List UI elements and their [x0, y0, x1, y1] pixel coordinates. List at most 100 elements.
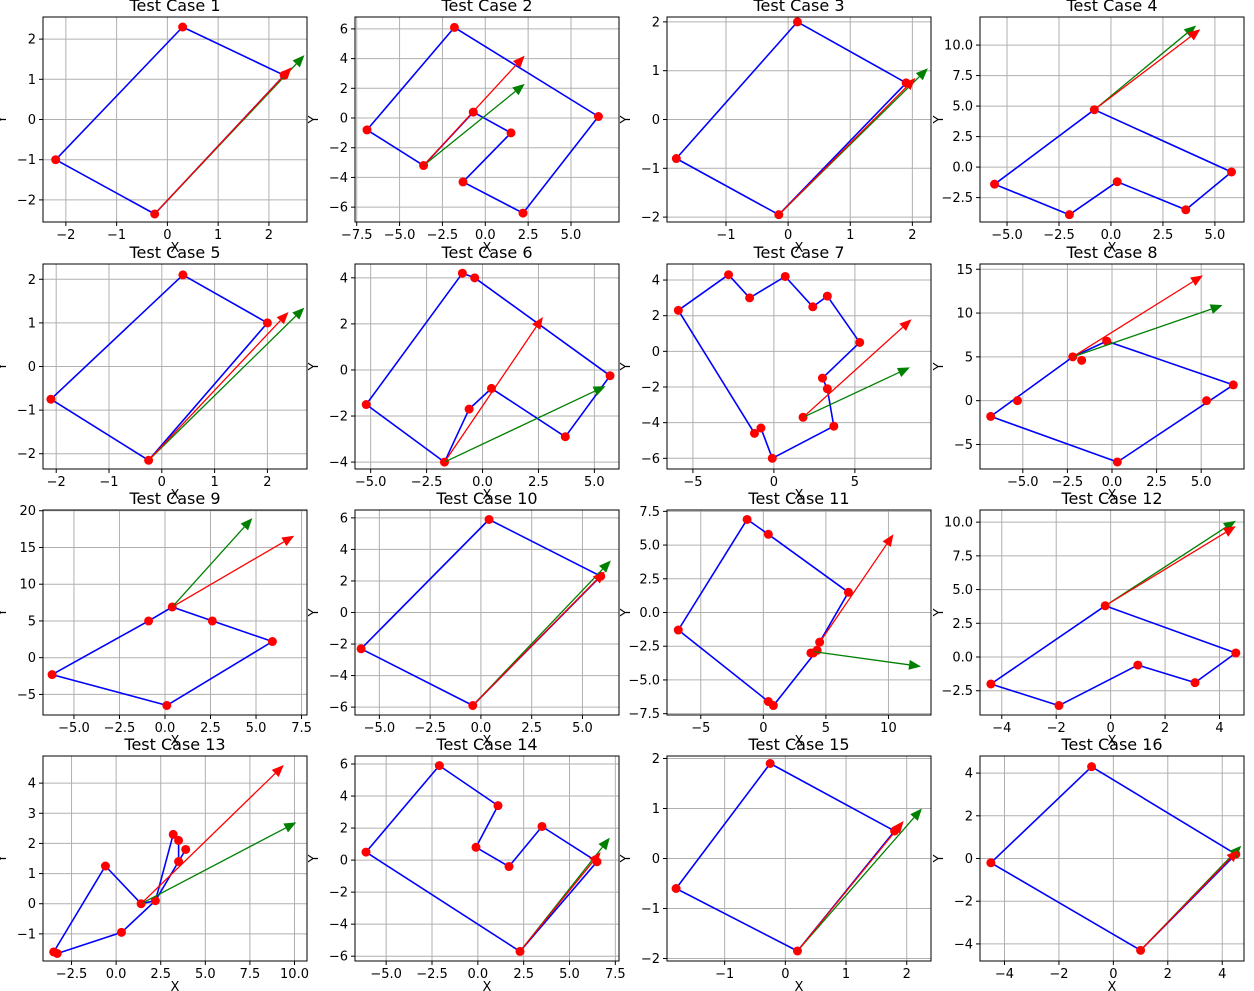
vertex-point	[1077, 355, 1087, 365]
subplot-title: Test Case 9	[128, 489, 220, 508]
y-tick-label: 0.0	[639, 606, 660, 621]
x-tick-label: 2	[1161, 721, 1169, 736]
subplot-4: −5.0 −2.5 0.0 2.5 5.0 −2.5 0.0 2.5 5.0 7.5 10.0 Tes…	[932, 0, 1245, 256]
y-tick-label: −6	[641, 452, 660, 467]
arrow-head	[892, 821, 904, 834]
x-tick-label: −2	[56, 228, 75, 243]
vertex-point	[792, 17, 802, 27]
y-axis-label: Y	[0, 854, 10, 863]
vertex-point	[1190, 678, 1200, 688]
y-tick-label: 2	[28, 837, 36, 852]
vertex-point	[506, 128, 516, 138]
y-tick-label: 2	[652, 752, 660, 767]
x-tick-label: −2	[47, 475, 66, 490]
vertex-point	[178, 22, 188, 32]
y-axis-label: Y	[932, 608, 947, 617]
x-tick-label: −2.5	[56, 967, 88, 982]
arrow-head	[1183, 25, 1197, 38]
x-tick-label: −4	[992, 721, 1011, 736]
vertex-point	[262, 318, 272, 328]
vertex-point	[822, 291, 832, 301]
red-arrow	[140, 765, 284, 905]
vertex-point	[356, 644, 366, 654]
vertex-point	[174, 857, 184, 867]
x-tick-label: −5.0	[384, 228, 416, 243]
red-arrow	[154, 67, 292, 215]
arrow-shaft	[171, 526, 245, 608]
y-tick-label: 0	[652, 345, 660, 360]
x-tick-label: 2.5	[518, 228, 539, 243]
y-axis-label: Y	[932, 854, 947, 863]
y-tick-label: −2	[641, 381, 660, 396]
y-tick-label: 5.0	[952, 583, 973, 598]
x-axis-label: X	[1108, 241, 1117, 256]
x-tick-label: 5.0	[1205, 228, 1226, 243]
red-arrow	[796, 821, 904, 952]
vertex-point	[362, 125, 372, 135]
subplot-2: −7.5 −5.0 −2.5 0.0 2.5 5.0 −6 −4 −2 0 2 4 6 Test Case…	[307, 0, 620, 256]
vertex-point	[168, 829, 178, 839]
green-arrow	[171, 518, 253, 608]
x-tick-label: −7.5	[341, 228, 373, 243]
polygon-path	[55, 26, 286, 215]
arrow-head	[592, 571, 605, 584]
vertex-point	[449, 22, 459, 32]
x-tick-label: 1	[842, 967, 850, 982]
vertex-point	[843, 587, 853, 597]
x-tick-label: −1	[99, 475, 118, 490]
vertex-point	[361, 400, 371, 410]
arrow-shaft	[140, 772, 276, 905]
arrow-shaft	[802, 371, 900, 418]
vertex-point	[822, 384, 832, 394]
arrow-head	[903, 78, 916, 91]
subplot-title: Test Case 7	[752, 243, 844, 262]
arrow-head	[1223, 520, 1236, 532]
subplot-9: −5.0 −2.5 0.0 2.5 5.0 7.5 −5 0 5 10 15 20 Test Case …	[0, 489, 312, 749]
x-tick-label: 2.5	[200, 721, 221, 736]
x-tick-label: −1	[107, 228, 126, 243]
vertex-point	[1228, 380, 1238, 390]
subplot-title: Test Case 6	[440, 243, 532, 262]
arrow-shaft	[423, 64, 518, 166]
y-tick-label: 0	[652, 852, 660, 867]
arrow-shaft	[802, 326, 904, 418]
arrow-head	[281, 535, 295, 547]
arrow-shaft	[1104, 526, 1227, 607]
x-tick-label: −5.0	[355, 475, 387, 490]
axes-frame	[42, 16, 308, 223]
x-tick-label: 7.5	[240, 967, 261, 982]
green-arrow	[423, 83, 525, 167]
y-tick-label: 4	[340, 271, 348, 286]
x-tick-label: 2	[263, 475, 271, 490]
y-tick-label: −2	[954, 895, 973, 910]
vertex-point	[504, 862, 514, 872]
vertex-point	[605, 371, 615, 381]
y-tick-label: 2	[28, 33, 36, 48]
y-tick-label: 4	[28, 777, 36, 792]
vertex-point	[986, 411, 996, 421]
arrow-shaft	[154, 75, 285, 215]
x-tick-label: 2.5	[513, 967, 534, 982]
arrow-shaft	[444, 390, 596, 463]
y-tick-label: −6	[329, 701, 348, 716]
subplot-3: −1 0 1 2 −2 −1 0 1 2 Test Case 3 X Y	[619, 0, 932, 256]
y-tick-label: 2.5	[639, 572, 660, 587]
y-tick-label: 5	[965, 350, 973, 365]
x-tick-label: 2	[908, 228, 916, 243]
y-tick-label: −4	[641, 416, 660, 431]
x-tick-label: 5.0	[195, 967, 216, 982]
axes-frame	[666, 16, 932, 223]
y-axis-label: Y	[619, 608, 634, 617]
vertex-point	[808, 302, 818, 312]
y-tick-label: 2	[652, 15, 660, 30]
arrow-head	[899, 319, 912, 332]
vertex-point	[162, 700, 172, 710]
arrow-head	[910, 808, 922, 821]
y-tick-label: −5	[954, 438, 973, 453]
y-tick-label: 2	[340, 822, 348, 837]
arrow-shaft	[423, 90, 516, 167]
vertex-point	[361, 847, 371, 857]
